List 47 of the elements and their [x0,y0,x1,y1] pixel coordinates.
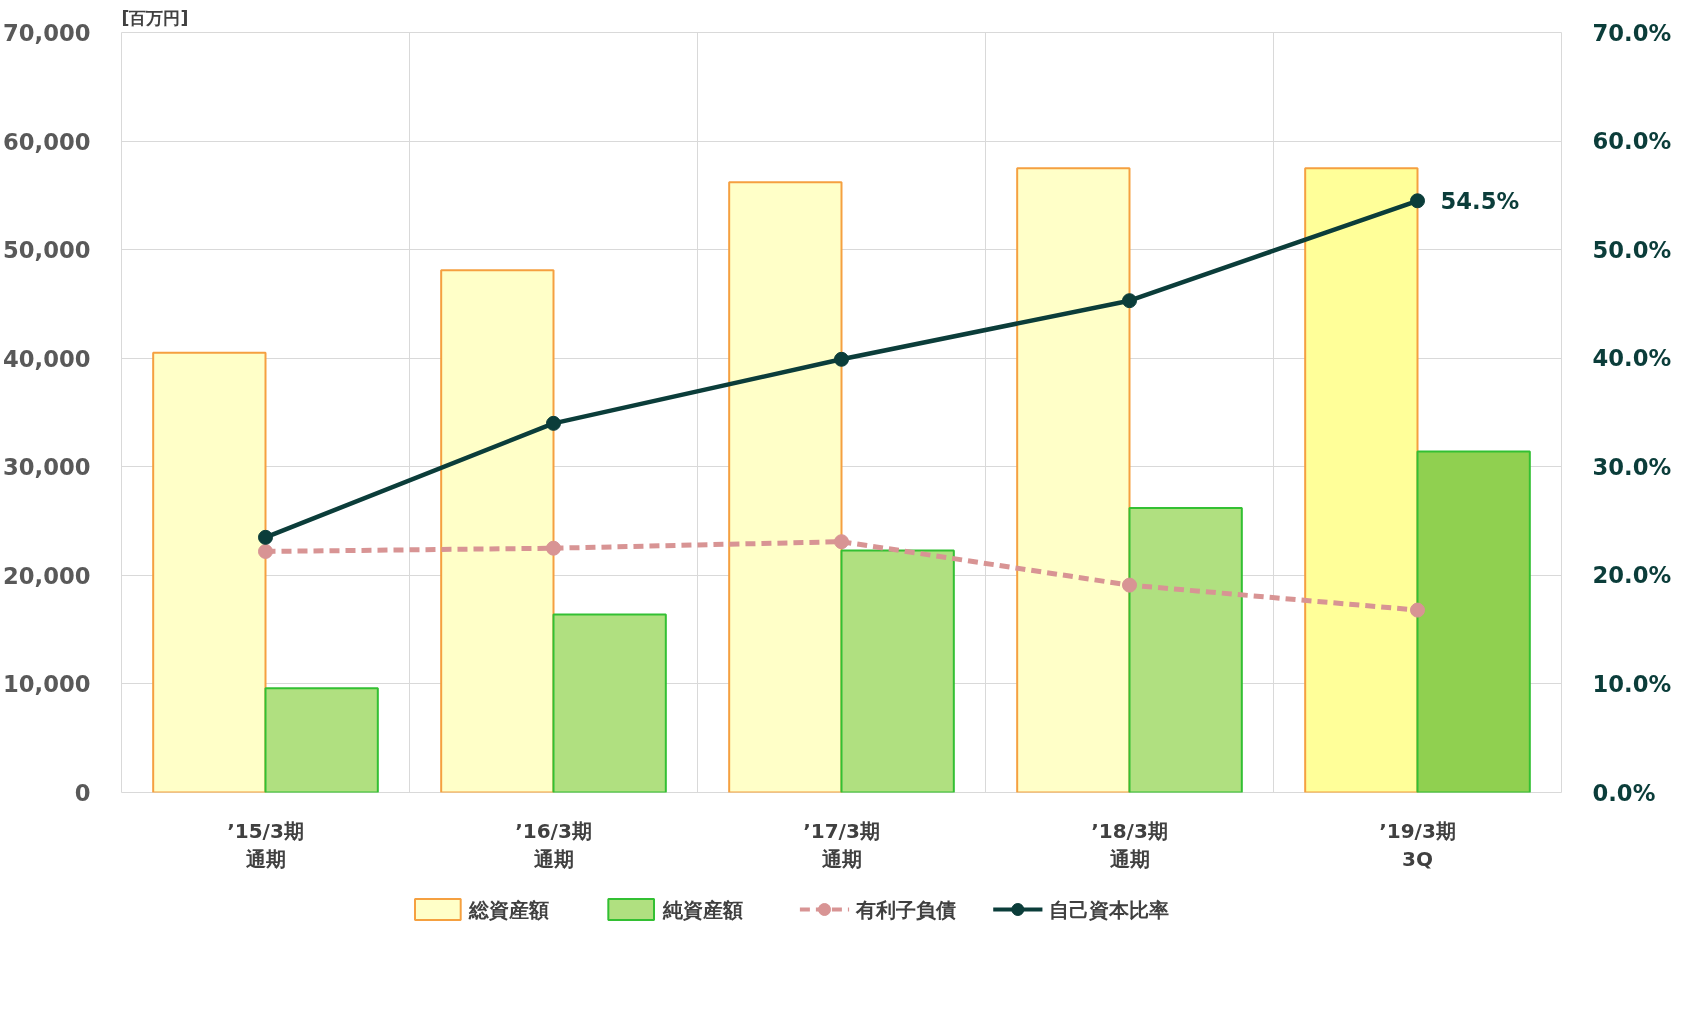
x-tick-label: ’19/3期3Q [1379,818,1456,872]
y-tick-label: 20,000 [3,562,91,589]
bar [1016,167,1131,793]
bar [1416,450,1531,793]
bar [552,613,667,793]
bar [440,269,555,793]
point [834,351,849,367]
point [546,415,561,431]
point [1410,193,1425,209]
bar [1128,507,1243,793]
x-tick-label: ’18/3期通期 [1091,818,1168,872]
legend-label: 総資産額 [468,897,550,922]
x-tick-label: ’15/3期通期 [227,818,304,872]
point [1122,577,1137,593]
bar [152,351,267,793]
y2-tick-label: 20.0% [1592,562,1672,589]
y2-tick-label: 60.0% [1592,128,1672,155]
point [1122,293,1137,309]
y-tick-label: 30,000 [3,454,91,481]
bar [264,687,379,793]
y2-tick-label: 40.0% [1592,345,1672,372]
y2-tick-label: 0.0% [1592,779,1656,806]
point [258,543,273,559]
legend-label: 純資産額 [661,897,743,922]
point [258,529,273,545]
y2-tick-label: 50.0% [1592,236,1672,263]
point [546,540,561,556]
bar [840,549,955,793]
y2-tick-label: 70.0% [1592,19,1672,46]
x-tick-label: ’16/3期通期 [515,818,592,872]
y-tick-label: 50,000 [3,237,91,264]
y-tick-label: 0 [74,780,91,806]
bar [1304,167,1419,793]
y-tick-label: 40,000 [3,345,91,372]
y-tick-label: 10,000 [3,671,91,698]
y2-tick-label: 10.0% [1592,670,1672,697]
legend-label: 有利子負債 [855,897,957,922]
y-axis-title: [百万円] [121,7,189,28]
x-tick-label: ’17/3期通期 [803,818,880,872]
bar [728,181,843,793]
y-tick-label: 60,000 [3,128,91,155]
y-tick-label: 70,000 [3,20,91,46]
point [834,534,849,550]
y2-tick-label: 30.0% [1592,453,1672,480]
data-label: 54.5% [1440,187,1520,214]
point [1410,602,1425,618]
legend-label: 自己資本比率 [1049,897,1170,922]
